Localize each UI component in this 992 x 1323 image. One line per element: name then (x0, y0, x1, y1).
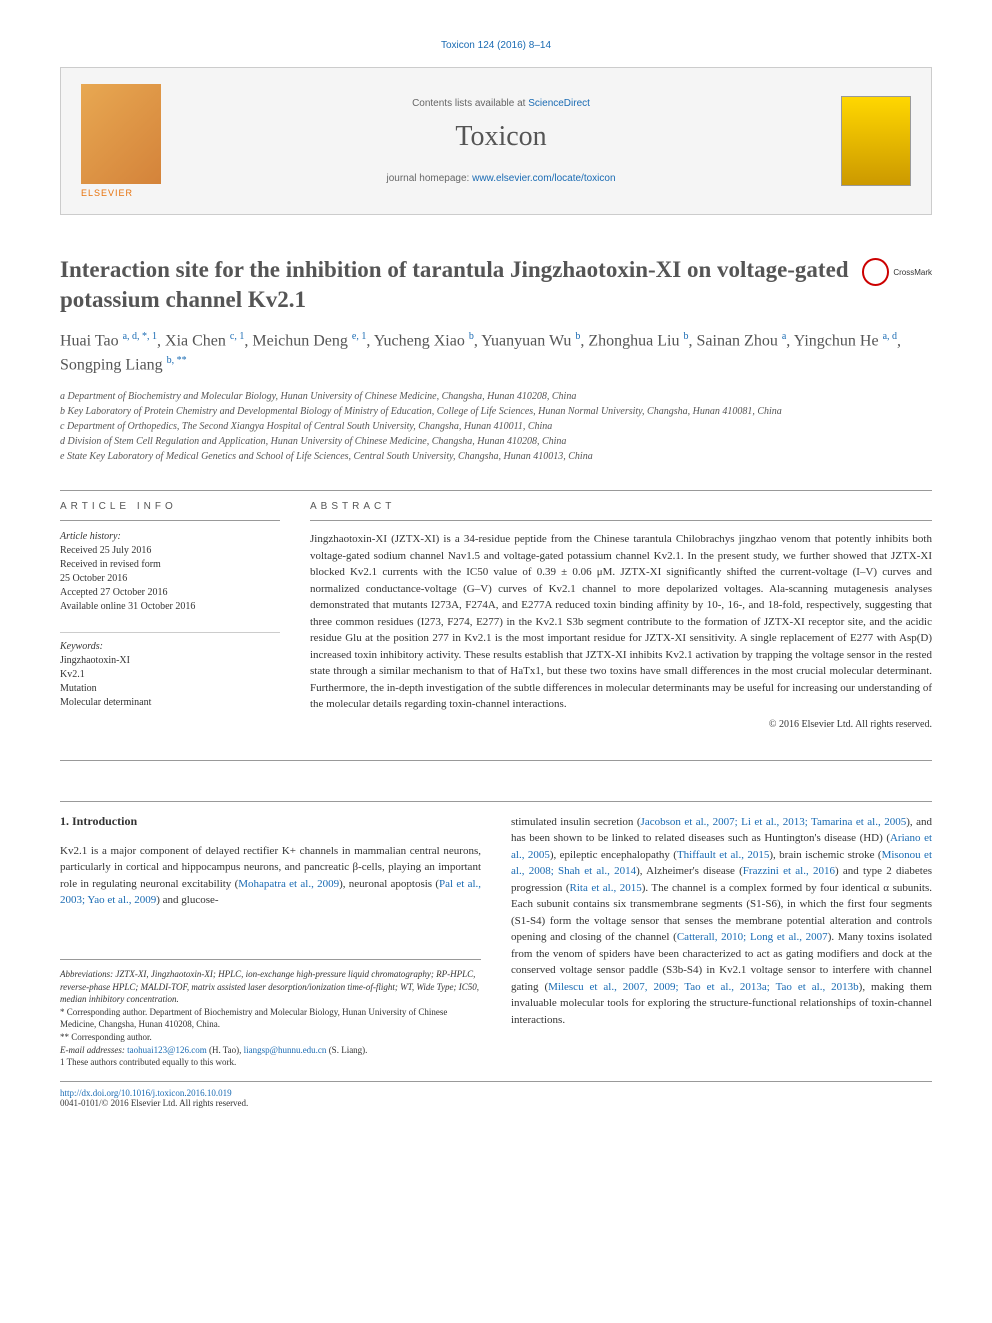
affiliation: a Department of Biochemistry and Molecul… (60, 389, 932, 404)
email-link-2[interactable]: liangsp@hunnu.edu.cn (244, 1045, 327, 1055)
history-item: 25 October 2016 (60, 572, 280, 586)
keyword: Kv2.1 (60, 668, 280, 682)
email-link-1[interactable]: taohuai123@126.com (127, 1045, 207, 1055)
section-title: 1. Introduction (60, 814, 481, 829)
history-item: Available online 31 October 2016 (60, 600, 280, 614)
journal-banner: ELSEVIER Contents lists available at Sci… (60, 67, 932, 215)
abbreviations: Abbreviations: JZTX-XI, Jingzhaotoxin-XI… (60, 969, 479, 1004)
sciencedirect-link[interactable]: ScienceDirect (528, 98, 590, 109)
corresponding-1: * Corresponding author. Department of Bi… (60, 1006, 481, 1031)
article-info-header: ARTICLE INFO (60, 501, 280, 521)
issn-line: 0041-0101/© 2016 Elsevier Ltd. All right… (60, 1098, 248, 1108)
affiliations: a Department of Biochemistry and Molecul… (60, 389, 932, 464)
history-item: Received in revised form (60, 558, 280, 572)
journal-cover (841, 96, 911, 186)
crossmark-label: CrossMark (893, 268, 932, 277)
footnotes: Abbreviations: JZTX-XI, Jingzhaotoxin-XI… (60, 959, 481, 1069)
affiliation: d Division of Stem Cell Regulation and A… (60, 434, 932, 449)
email-who-1: (H. Tao), (209, 1045, 241, 1055)
email-label: E-mail addresses: (60, 1045, 125, 1055)
contents-prefix: Contents lists available at (412, 98, 528, 109)
affiliation: e State Key Laboratory of Medical Geneti… (60, 449, 932, 464)
affiliation: c Department of Orthopedics, The Second … (60, 419, 932, 434)
header-citation: Toxicon 124 (2016) 8–14 (60, 40, 932, 51)
article-title: Interaction site for the inhibition of t… (60, 255, 850, 315)
author-list: Huai Tao a, d, *, 1, Xia Chen c, 1, Meic… (60, 329, 932, 378)
crossmark-icon (862, 258, 889, 286)
abstract-header: ABSTRACT (310, 501, 932, 521)
copyright: © 2016 Elsevier Ltd. All rights reserved… (310, 719, 932, 730)
corresponding-2: ** Corresponding author. (60, 1031, 481, 1044)
crossmark-badge[interactable]: CrossMark (862, 255, 932, 289)
homepage-link[interactable]: www.elsevier.com/locate/toxicon (472, 173, 615, 184)
homepage-prefix: journal homepage: (386, 173, 472, 184)
publisher-label: ELSEVIER (81, 188, 161, 198)
keyword: Molecular determinant (60, 696, 280, 710)
history-item: Received 25 July 2016 (60, 544, 280, 558)
email-who-2: (S. Liang). (329, 1045, 368, 1055)
history-item: Accepted 27 October 2016 (60, 586, 280, 600)
body-text-col2: stimulated insulin secretion (Jacobson e… (511, 814, 932, 1029)
abstract-text: Jingzhaotoxin-XI (JZTX-XI) is a 34-resid… (310, 531, 932, 713)
body-text-col1: Kv2.1 is a major component of delayed re… (60, 843, 481, 909)
keyword: Jingzhaotoxin-XI (60, 654, 280, 668)
homepage-line: journal homepage: www.elsevier.com/locat… (161, 173, 841, 184)
journal-name: Toxicon (161, 121, 841, 153)
contents-line: Contents lists available at ScienceDirec… (161, 98, 841, 109)
keyword: Mutation (60, 682, 280, 696)
page-footer: http://dx.doi.org/10.1016/j.toxicon.2016… (60, 1081, 932, 1108)
history-label: Article history: (60, 531, 280, 542)
equal-contribution: 1 These authors contributed equally to t… (60, 1056, 481, 1069)
affiliation: b Key Laboratory of Protein Chemistry an… (60, 404, 932, 419)
keywords-label: Keywords: (60, 632, 280, 652)
doi-link[interactable]: http://dx.doi.org/10.1016/j.toxicon.2016… (60, 1088, 232, 1098)
elsevier-logo: ELSEVIER (81, 84, 161, 198)
